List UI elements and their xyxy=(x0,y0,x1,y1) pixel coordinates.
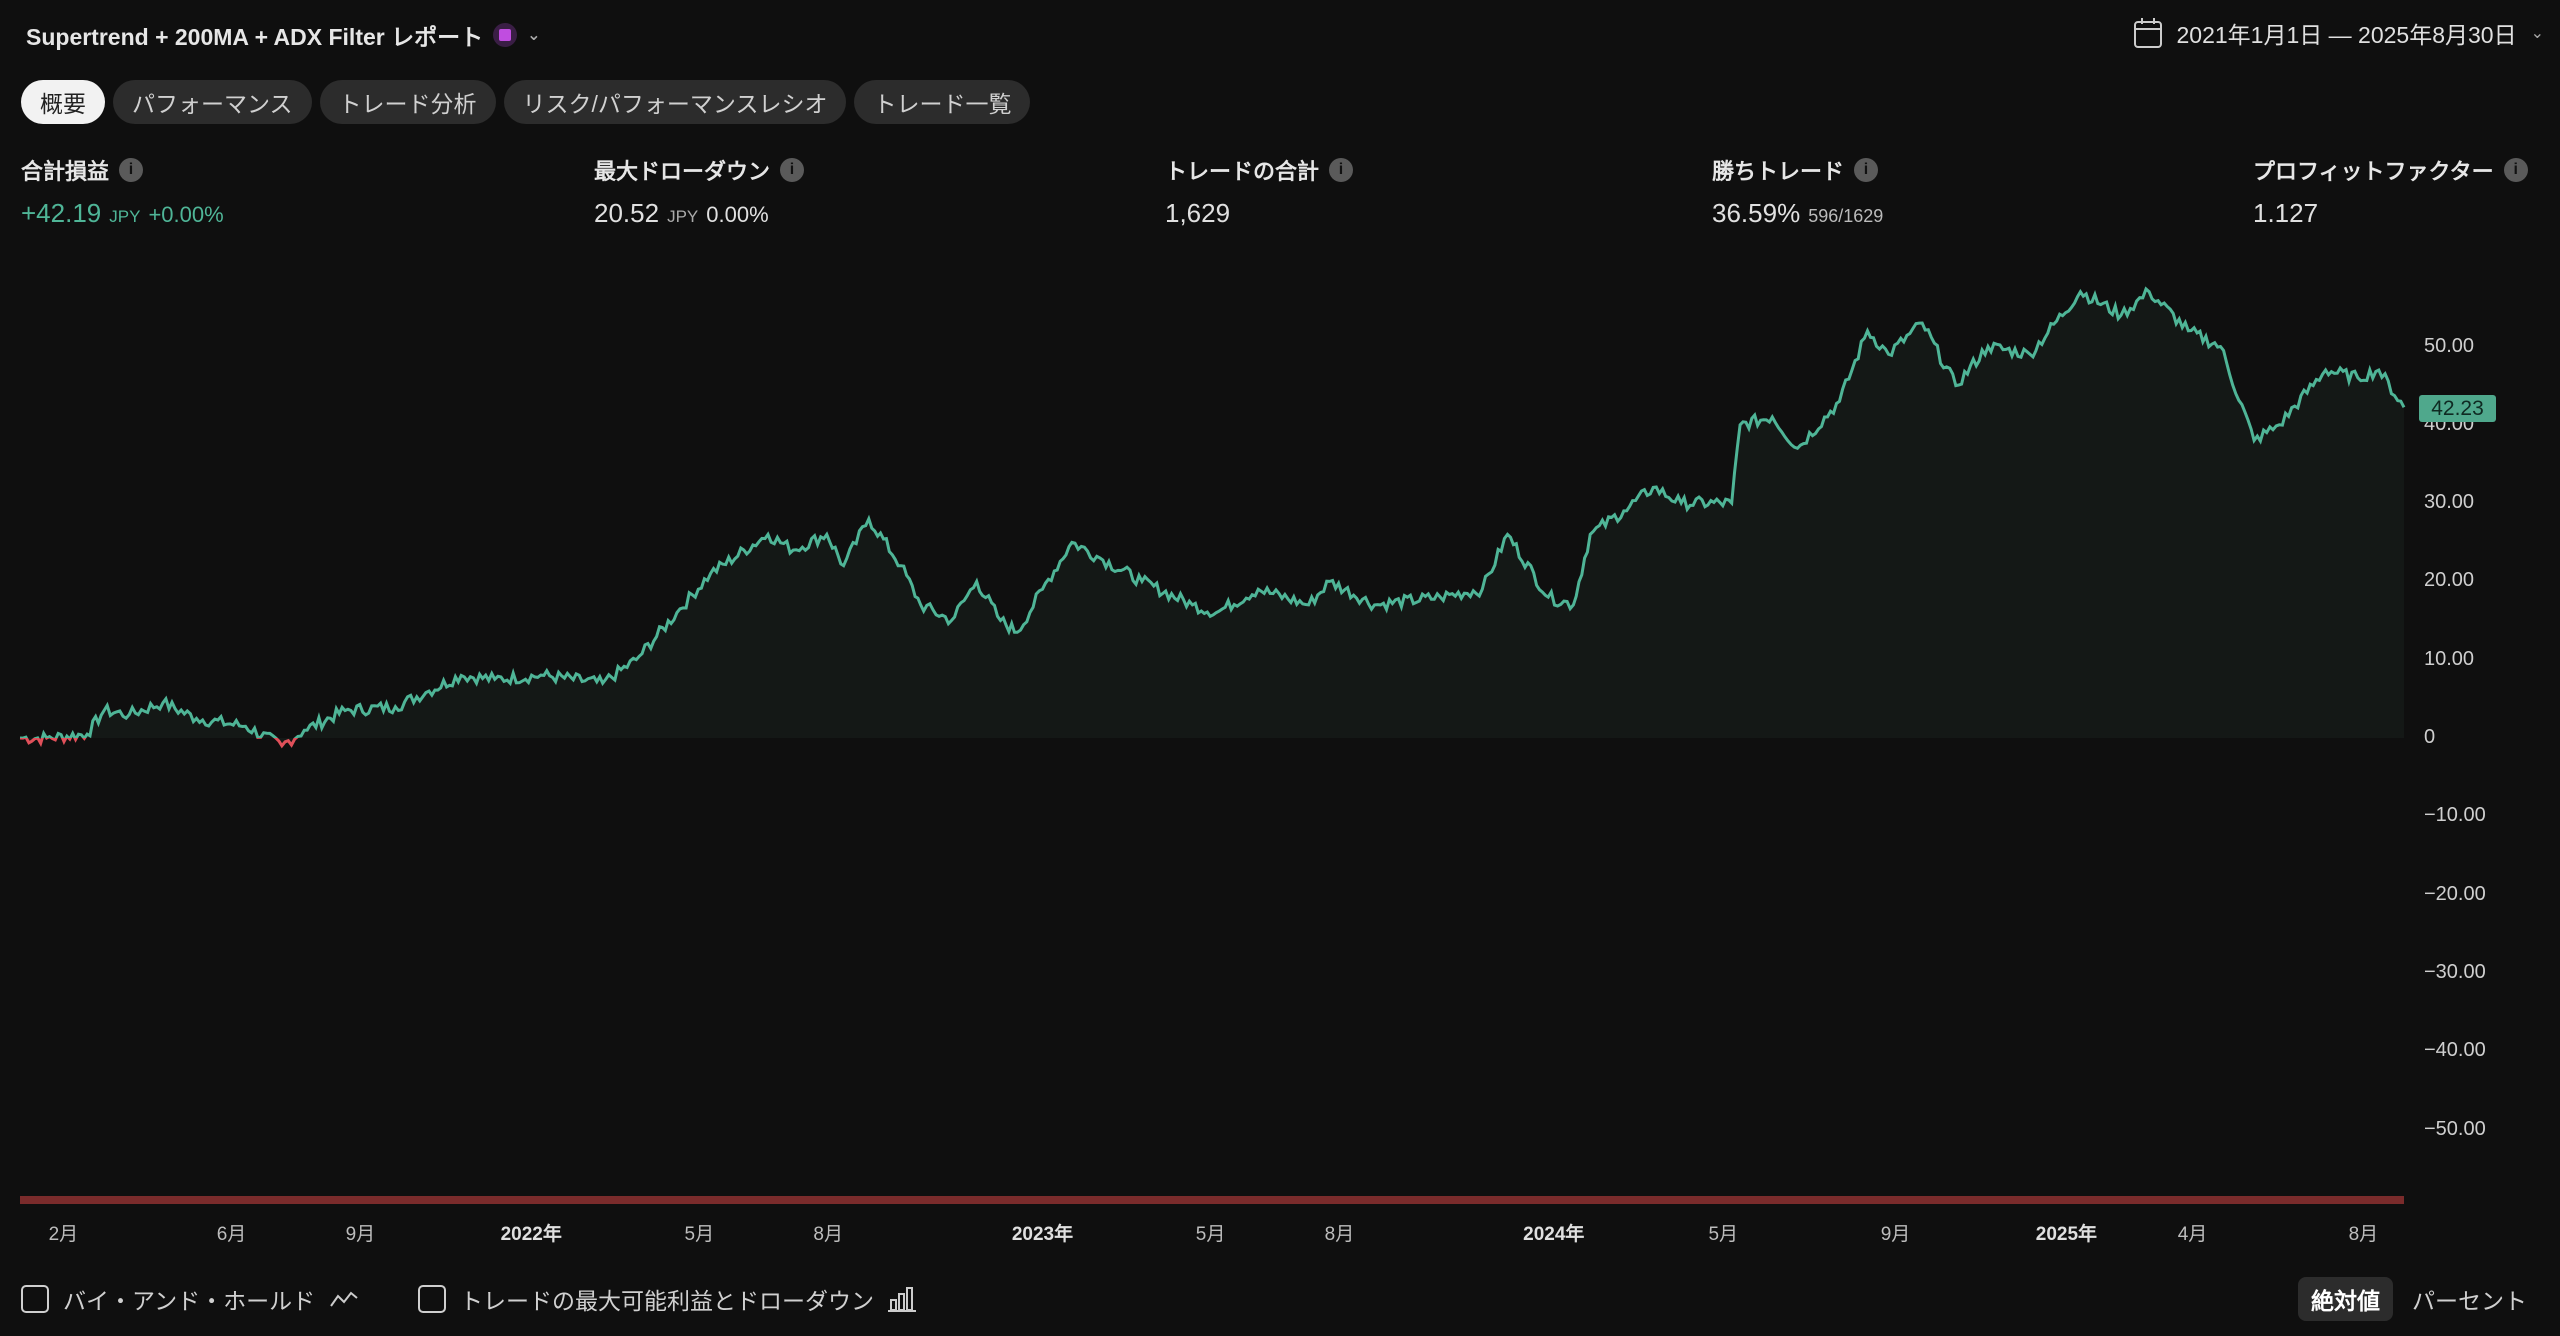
buy-hold-label: バイ・アンド・ホールド xyxy=(63,1288,316,1314)
y-tick-label: 10.00 xyxy=(2424,647,2475,670)
y-tick-label: −50.00 xyxy=(2424,1117,2486,1140)
stat-total-trades: トレードの合計 i 1,629 xyxy=(1165,154,1354,229)
x-tick-label: 2024年 xyxy=(1523,1224,1585,1245)
stat-extra: 0.00% xyxy=(706,202,769,227)
buy-hold-toggle[interactable]: バイ・アンド・ホールド xyxy=(21,1282,359,1316)
tab-bar: 概要 パフォーマンス トレード分析 リスク/パフォーマンスレシオ トレード一覧 xyxy=(21,80,1031,124)
stat-label: 勝ちトレード xyxy=(1712,159,1845,184)
y-tick-label: −10.00 xyxy=(2424,804,2486,827)
x-tick-label: 9月 xyxy=(1880,1224,1911,1245)
equity-line-positive xyxy=(20,286,2406,738)
stat-value: +42.19 xyxy=(21,198,102,228)
tab-performance[interactable]: パフォーマンス xyxy=(113,80,312,124)
x-tick-label: 8月 xyxy=(813,1224,843,1245)
bar-chart-icon xyxy=(888,1287,916,1312)
drawdown-bar xyxy=(20,1196,2404,1204)
stat-label: 最大ドローダウン xyxy=(594,159,771,184)
x-tick-label: 4月 xyxy=(2177,1224,2208,1245)
stat-value: 1.127 xyxy=(2253,198,2319,228)
stat-value: 1,629 xyxy=(1165,198,1231,228)
x-tick-label: 9月 xyxy=(345,1224,376,1245)
x-tick-label: 2月 xyxy=(48,1224,79,1245)
x-tick-label: 2022年 xyxy=(500,1224,562,1245)
calendar-icon xyxy=(2133,18,2162,48)
checkbox[interactable] xyxy=(418,1285,446,1313)
y-tick-label: −30.00 xyxy=(2424,960,2486,983)
stat-extra: 596/1629 xyxy=(1808,206,1884,226)
equity-chart[interactable] xyxy=(0,0,2560,1260)
stat-value: 36.59% xyxy=(1712,198,1801,228)
info-icon[interactable]: i xyxy=(119,158,144,182)
y-tick-label: 20.00 xyxy=(2424,569,2475,592)
chevron-down-icon: ⌄ xyxy=(2530,25,2544,42)
x-tick-label: 2025年 xyxy=(2035,1224,2098,1245)
stat-total-pnl: 合計損益 i +42.19 JPY +0.00% xyxy=(21,154,224,229)
info-icon[interactable]: i xyxy=(780,158,805,182)
x-tick-label: 5月 xyxy=(1708,1224,1739,1245)
stat-label: プロフィットファクター xyxy=(2253,159,2494,184)
x-tick-label: 8月 xyxy=(1324,1224,1355,1245)
absolute-button[interactable]: 絶対値 xyxy=(2298,1277,2393,1321)
line-chart-icon xyxy=(330,1291,358,1307)
chevron-down-icon[interactable]: ⌄ xyxy=(527,27,541,44)
stat-max-drawdown: 最大ドローダウン i 20.52 JPY 0.00% xyxy=(594,154,805,229)
tab-trade-analysis[interactable]: トレード分析 xyxy=(319,80,496,124)
y-tick-label: 30.00 xyxy=(2424,491,2475,514)
checkbox[interactable] xyxy=(21,1285,49,1313)
equity-area xyxy=(20,289,2404,746)
max-profit-drawdown-label: トレードの最大可能利益とドローダウン xyxy=(460,1288,874,1314)
x-tick-label: 6月 xyxy=(216,1224,247,1245)
info-icon[interactable]: i xyxy=(1329,158,1354,182)
info-icon[interactable]: i xyxy=(1854,158,1879,182)
info-icon[interactable]: i xyxy=(2503,158,2528,182)
y-tick-label: 0 xyxy=(2424,726,2436,748)
max-profit-drawdown-toggle[interactable]: トレードの最大可能利益とドローダウン xyxy=(418,1282,916,1316)
x-tick-label: 5月 xyxy=(684,1224,715,1245)
report-title[interactable]: Supertrend + 200MA + ADX Filter レポート ⌄ xyxy=(26,18,541,52)
calendar-badge-icon xyxy=(493,23,518,47)
x-tick-label: 5月 xyxy=(1195,1224,1226,1245)
stat-extra: +0.00% xyxy=(148,202,224,227)
x-tick-label: 2023年 xyxy=(1011,1224,1074,1245)
y-tick-label: 50.00 xyxy=(2424,334,2475,357)
last-value-label: 42.23 xyxy=(2419,395,2496,422)
tab-risk-ratios[interactable]: リスク/パフォーマンスレシオ xyxy=(503,80,847,124)
stat-profit-factor: プロフィットファクター i 1.127 xyxy=(2253,154,2528,229)
stat-label: 合計損益 xyxy=(21,159,110,184)
report-title-text: Supertrend + 200MA + ADX Filter レポート xyxy=(26,24,484,50)
tab-trade-list[interactable]: トレード一覧 xyxy=(854,80,1031,124)
stat-label: トレードの合計 xyxy=(1165,159,1320,184)
stat-value: 20.52 xyxy=(594,198,660,228)
value-mode-toggle: 絶対値 パーセント xyxy=(2298,1277,2540,1321)
y-tick-label: −20.00 xyxy=(2424,882,2486,905)
date-range-text: 2021年1月1日 — 2025年8月30日 xyxy=(2176,22,2517,48)
stat-winning-trades: 勝ちトレード i 36.59% 596/1629 xyxy=(1712,154,1883,229)
x-tick-label: 8月 xyxy=(2348,1224,2379,1245)
date-range-picker[interactable]: 2021年1月1日 — 2025年8月30日 ⌄ xyxy=(2133,16,2544,50)
percent-button[interactable]: パーセント xyxy=(2412,1288,2527,1314)
stat-unit: JPY xyxy=(109,207,141,226)
y-tick-label: −40.00 xyxy=(2424,1039,2486,1062)
tab-overview[interactable]: 概要 xyxy=(21,80,105,124)
stat-unit: JPY xyxy=(667,207,699,226)
